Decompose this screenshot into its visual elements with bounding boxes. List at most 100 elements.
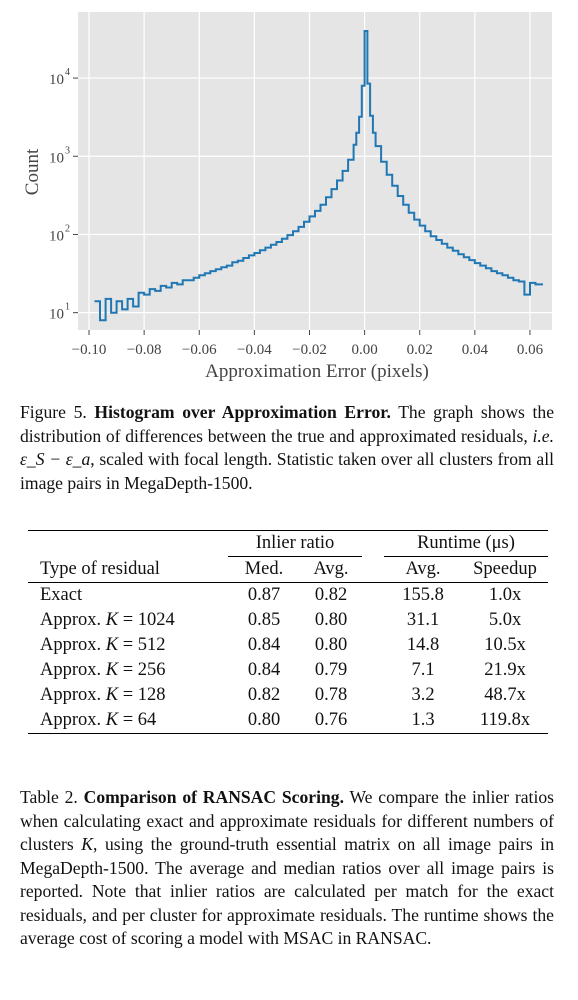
x-tick-label: 0.06	[517, 342, 544, 358]
x-tick-label: −0.10	[72, 342, 107, 358]
header-type-of-residual: Type of residual	[40, 558, 160, 579]
histogram-chart: −0.10 −0.08 −0.06 −0.04 −0.02 0.00 0.02 0.04 0.0…	[22, 12, 552, 382]
table-group-header: Inlier ratio Runtime (μs)	[28, 530, 548, 557]
x-tick-label: 0.04	[462, 342, 489, 358]
header-gap-2	[362, 557, 384, 583]
cell-gap	[362, 683, 384, 708]
cell-med: 0.82	[247, 685, 281, 705]
axis-ticks: −0.10 −0.08 −0.06 −0.04 −0.02 0.00 0.02 0.04 0.0…	[49, 67, 544, 358]
residual-name: Approx.	[40, 635, 102, 655]
cell-med: 0.84	[247, 660, 281, 680]
header-inlier-ratio: Inlier ratio	[228, 530, 362, 557]
x-axis-title: Approximation Error (pixels)	[205, 361, 429, 382]
header-runtime-avg: Avg.	[405, 559, 441, 579]
header-avg: Avg.	[313, 559, 349, 579]
table-title: Comparison of RANSAC Scoring.	[83, 787, 344, 807]
header-speedup: Speedup	[473, 559, 537, 579]
cell-speedup: 21.9x	[484, 660, 526, 680]
cell-type: Approx. K = 512	[28, 633, 228, 658]
cell-gap	[362, 708, 384, 734]
table-row: Approx. K = 256 0.84 0.79 7.1 21.9x	[28, 658, 548, 683]
table-row: Exact 0.87 0.82 155.8 1.0x	[28, 583, 548, 609]
table-text-1: We compare the inlier ratios when calcul…	[20, 787, 554, 854]
cluster-count: K = 128	[105, 685, 166, 705]
figure-caption: Figure 5. Histogram over Approximation E…	[20, 401, 554, 495]
cell-speedup: 1.0x	[488, 585, 522, 605]
cell-speedup: 119.8x	[479, 710, 531, 730]
histogram-line	[94, 30, 543, 322]
cell-runtime: 155.8	[402, 585, 444, 605]
residual-name: Exact	[40, 585, 83, 605]
figure-title: Histogram over Approximation Error.	[94, 402, 391, 422]
cluster-count: K = 1024	[105, 610, 175, 630]
header-blank	[28, 531, 228, 557]
x-tick-label: −0.06	[182, 342, 217, 358]
cell-avg: 0.79	[314, 660, 348, 680]
header-runtime: Runtime (μs)	[384, 530, 548, 557]
figure-math: ε_S − ε_a	[20, 449, 91, 469]
figure-ie: i.e.	[532, 425, 555, 446]
cell-med: 0.87	[247, 585, 281, 605]
x-tick-label: −0.02	[292, 342, 327, 358]
cell-speedup: 48.7x	[484, 685, 526, 705]
cell-runtime: 31.1	[406, 610, 440, 630]
cell-speedup: 10.5x	[484, 635, 526, 655]
table-text-2: , using the ground-truth essential matri…	[20, 834, 554, 948]
y-tick-exponent: 2	[65, 223, 70, 234]
table-caption: Table 2. Comparison of RANSAC Scoring. W…	[20, 786, 554, 951]
figure-text-1: The graph shows the distribution of diff…	[20, 402, 554, 446]
cell-med: 0.80	[247, 710, 281, 730]
cell-runtime: 3.2	[411, 685, 435, 705]
table-row: Approx. K = 1024 0.85 0.80 31.1 5.0x	[28, 608, 548, 633]
y-axis-title: Count	[22, 148, 43, 195]
cell-med: 0.84	[247, 635, 281, 655]
table-label: Table 2.	[20, 787, 78, 807]
y-tick-exponent: 1	[65, 302, 70, 313]
cell-avg: 0.76	[314, 710, 348, 730]
x-tick-label: 0.02	[407, 342, 433, 358]
cell-runtime: 14.8	[406, 635, 440, 655]
cell-runtime: 1.3	[411, 710, 435, 730]
residual-name: Approx.	[40, 710, 102, 730]
x-tick-label: −0.08	[127, 342, 162, 358]
cell-avg: 0.78	[314, 685, 348, 705]
cell-gap	[362, 608, 384, 633]
y-tick-label: 10	[49, 72, 64, 88]
cluster-count: K = 64	[105, 710, 157, 730]
cell-runtime: 7.1	[411, 660, 435, 680]
x-tick-label: 0.00	[351, 342, 377, 358]
header-gap	[362, 531, 384, 557]
cell-avg: 0.80	[314, 610, 348, 630]
table-row: Approx. K = 128 0.82 0.78 3.2 48.7x	[28, 683, 548, 708]
figure-text-2: , scaled with focal length. Statistic ta…	[20, 449, 554, 493]
y-tick-label: 10	[49, 150, 64, 166]
table-body: Exact 0.87 0.82 155.8 1.0x Approx. K = 1024 0.…	[28, 583, 548, 734]
cell-gap	[362, 583, 384, 609]
y-tick-label: 10	[49, 307, 64, 323]
cell-type: Approx. K = 1024	[28, 608, 228, 633]
cell-type: Approx. K = 256	[28, 658, 228, 683]
cell-type: Approx. K = 64	[28, 708, 228, 734]
residual-name: Approx.	[40, 610, 102, 630]
cell-type: Approx. K = 128	[28, 683, 228, 708]
table-column-header: Type of residual Med. Avg. Avg. Speedup	[28, 557, 548, 583]
y-tick-exponent: 3	[65, 145, 70, 156]
cell-type: Exact	[28, 583, 228, 609]
residual-name: Approx.	[40, 660, 102, 680]
header-med: Med.	[244, 559, 284, 579]
table-row: Approx. K = 512 0.84 0.80 14.8 10.5x	[28, 633, 548, 658]
cluster-count: K = 256	[105, 660, 166, 680]
cell-gap	[362, 658, 384, 683]
cluster-count: K = 512	[105, 635, 166, 655]
residual-name: Approx.	[40, 685, 102, 705]
cell-gap	[362, 633, 384, 658]
table-row: Approx. K = 64 0.80 0.76 1.3 119.8x	[28, 708, 548, 734]
y-tick-exponent: 4	[65, 67, 70, 78]
ransac-results-table: Inlier ratio Runtime (μs) Type of residu…	[28, 530, 548, 734]
cell-speedup: 5.0x	[488, 610, 522, 630]
figure-label: Figure 5.	[20, 402, 87, 422]
y-tick-label: 10	[49, 228, 64, 244]
cell-med: 0.85	[247, 610, 281, 630]
cell-avg: 0.82	[314, 585, 348, 605]
table-k: K	[81, 834, 94, 854]
